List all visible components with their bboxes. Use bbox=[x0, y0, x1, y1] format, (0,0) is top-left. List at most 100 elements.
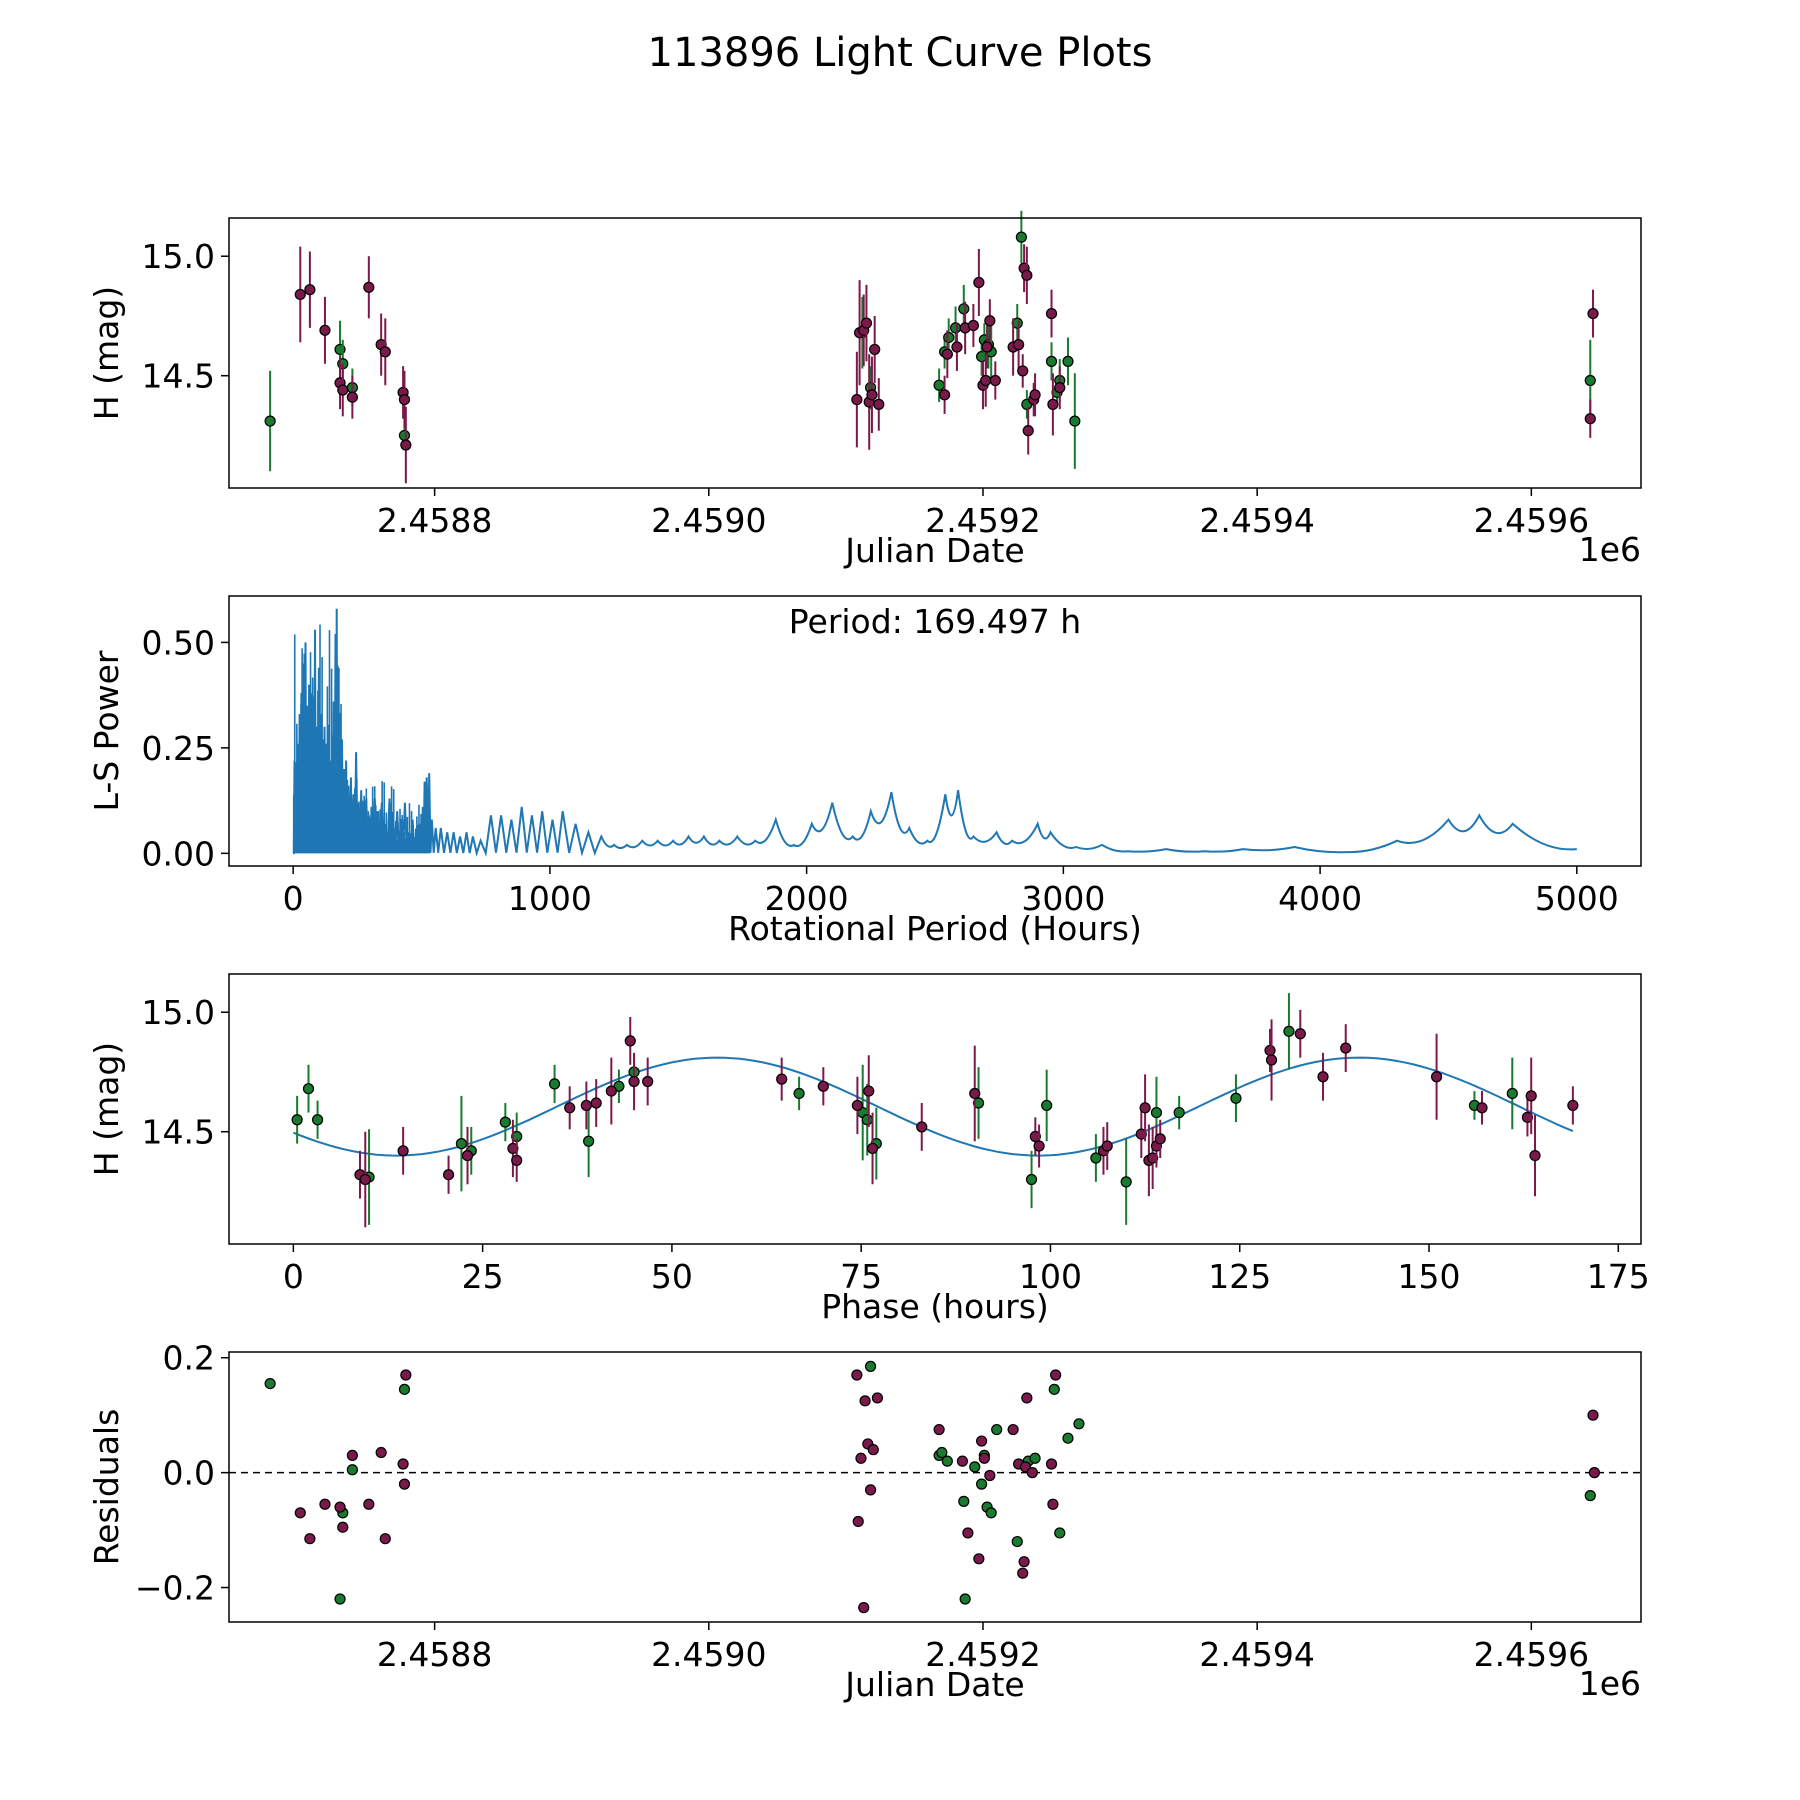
data-point bbox=[1017, 365, 1029, 377]
data-point bbox=[1073, 1418, 1085, 1430]
x-offset-label: 1e6 bbox=[1579, 530, 1641, 569]
model-curve bbox=[293, 1056, 1574, 1157]
series-magenta bbox=[294, 244, 1599, 484]
data-point bbox=[294, 1507, 306, 1519]
x-tick-label: 1000 bbox=[508, 879, 592, 918]
data-point bbox=[564, 1102, 576, 1114]
y-tick-label: 0.00 bbox=[142, 834, 215, 873]
data-point bbox=[1069, 415, 1081, 427]
data-point bbox=[398, 429, 411, 442]
data-point bbox=[1173, 1106, 1185, 1119]
data-point bbox=[499, 1116, 511, 1128]
data-point bbox=[455, 1138, 468, 1150]
plot-frame bbox=[228, 973, 1642, 1245]
data-point bbox=[346, 1449, 358, 1462]
data-point bbox=[985, 1507, 997, 1519]
data-point bbox=[871, 1392, 884, 1404]
data-point bbox=[1139, 1102, 1151, 1114]
x-axis-label: Phase (hours) bbox=[821, 1287, 1049, 1326]
data-point bbox=[933, 379, 945, 391]
data-point bbox=[291, 1114, 303, 1126]
y-tick-label: 0.0 bbox=[163, 1454, 215, 1493]
data-point bbox=[958, 303, 970, 315]
data-point bbox=[304, 1533, 316, 1545]
data-point bbox=[363, 281, 375, 293]
y-axis-label: Residuals bbox=[87, 1409, 126, 1566]
data-point bbox=[978, 1452, 990, 1464]
data-point bbox=[991, 1423, 1003, 1436]
data-point bbox=[973, 276, 985, 289]
data-point bbox=[304, 284, 316, 296]
x-tick-label: 0 bbox=[283, 879, 304, 918]
data-point bbox=[972, 1097, 985, 1109]
data-point bbox=[956, 1455, 969, 1467]
data-point bbox=[793, 1087, 805, 1100]
y-tick-label: 14.5 bbox=[142, 357, 215, 396]
panel-phase-folded: 0 25 50 75 100 125 150 175 14.5 15.0 Phase (hours)… bbox=[87, 973, 1650, 1326]
data-point bbox=[1584, 413, 1596, 425]
data-point bbox=[851, 1099, 863, 1112]
data-point bbox=[1154, 1133, 1166, 1145]
series-magenta bbox=[294, 1369, 1600, 1614]
y-tick-label: 0.25 bbox=[142, 729, 215, 768]
period-annotation: Period: 169.497 h bbox=[789, 602, 1081, 641]
series-green bbox=[291, 993, 1518, 1225]
data-point bbox=[943, 331, 955, 344]
data-point bbox=[511, 1154, 523, 1166]
x-tick-label: 2.4590 bbox=[651, 501, 766, 540]
data-point bbox=[1587, 307, 1599, 320]
x-tick-label: 125 bbox=[1208, 1257, 1271, 1296]
y-tick-label: 0.50 bbox=[142, 623, 215, 662]
data-point bbox=[398, 393, 411, 406]
plot-frame bbox=[228, 595, 1642, 867]
data-point bbox=[1317, 1071, 1329, 1083]
data-point bbox=[442, 1169, 455, 1181]
plot-frame bbox=[228, 1351, 1642, 1623]
data-point bbox=[1584, 1490, 1596, 1502]
data-point bbox=[941, 348, 953, 360]
data-point bbox=[1047, 398, 1059, 410]
y-axis-label: H (mag) bbox=[87, 286, 126, 420]
data-point bbox=[1007, 1423, 1019, 1436]
y-axis-label: L-S Power bbox=[87, 650, 126, 811]
data-point bbox=[1054, 382, 1066, 394]
data-point bbox=[379, 1533, 391, 1545]
data-point bbox=[989, 374, 1001, 387]
panel-periodogram: 0 1000 2000 3000 4000 5000 0.00 0.25 0.50 Rotatio… bbox=[87, 595, 1642, 948]
data-point bbox=[1135, 1128, 1147, 1140]
data-point bbox=[1033, 1140, 1045, 1152]
data-point bbox=[873, 398, 885, 410]
y-tick-label: 15.0 bbox=[142, 993, 215, 1032]
data-point bbox=[976, 1478, 988, 1490]
data-point bbox=[642, 1075, 654, 1088]
data-point bbox=[949, 322, 962, 334]
data-point bbox=[311, 1114, 324, 1126]
data-point bbox=[969, 1087, 981, 1100]
data-point bbox=[1011, 1535, 1023, 1548]
data-point bbox=[1029, 389, 1041, 401]
data-point bbox=[980, 374, 992, 387]
y-tick-label: 14.5 bbox=[142, 1113, 215, 1152]
data-point bbox=[859, 1395, 871, 1407]
data-point bbox=[1264, 1044, 1276, 1057]
data-point bbox=[1048, 1383, 1060, 1395]
data-point bbox=[936, 1446, 948, 1459]
data-point bbox=[855, 1452, 867, 1464]
data-point bbox=[851, 393, 863, 406]
data-point bbox=[858, 1602, 870, 1614]
data-point bbox=[346, 1464, 358, 1476]
data-point bbox=[628, 1075, 640, 1088]
data-point bbox=[1283, 1025, 1295, 1037]
data-point bbox=[869, 343, 881, 356]
data-point bbox=[1062, 355, 1074, 367]
y-tick-label: −0.2 bbox=[135, 1569, 215, 1608]
data-point bbox=[1045, 1458, 1058, 1470]
data-point bbox=[1021, 269, 1033, 281]
data-point bbox=[359, 1173, 371, 1186]
data-point bbox=[861, 1114, 873, 1126]
data-point bbox=[398, 1478, 411, 1490]
x-tick-label: 25 bbox=[462, 1257, 504, 1296]
x-tick-label: 50 bbox=[651, 1257, 693, 1296]
data-point bbox=[984, 315, 996, 327]
